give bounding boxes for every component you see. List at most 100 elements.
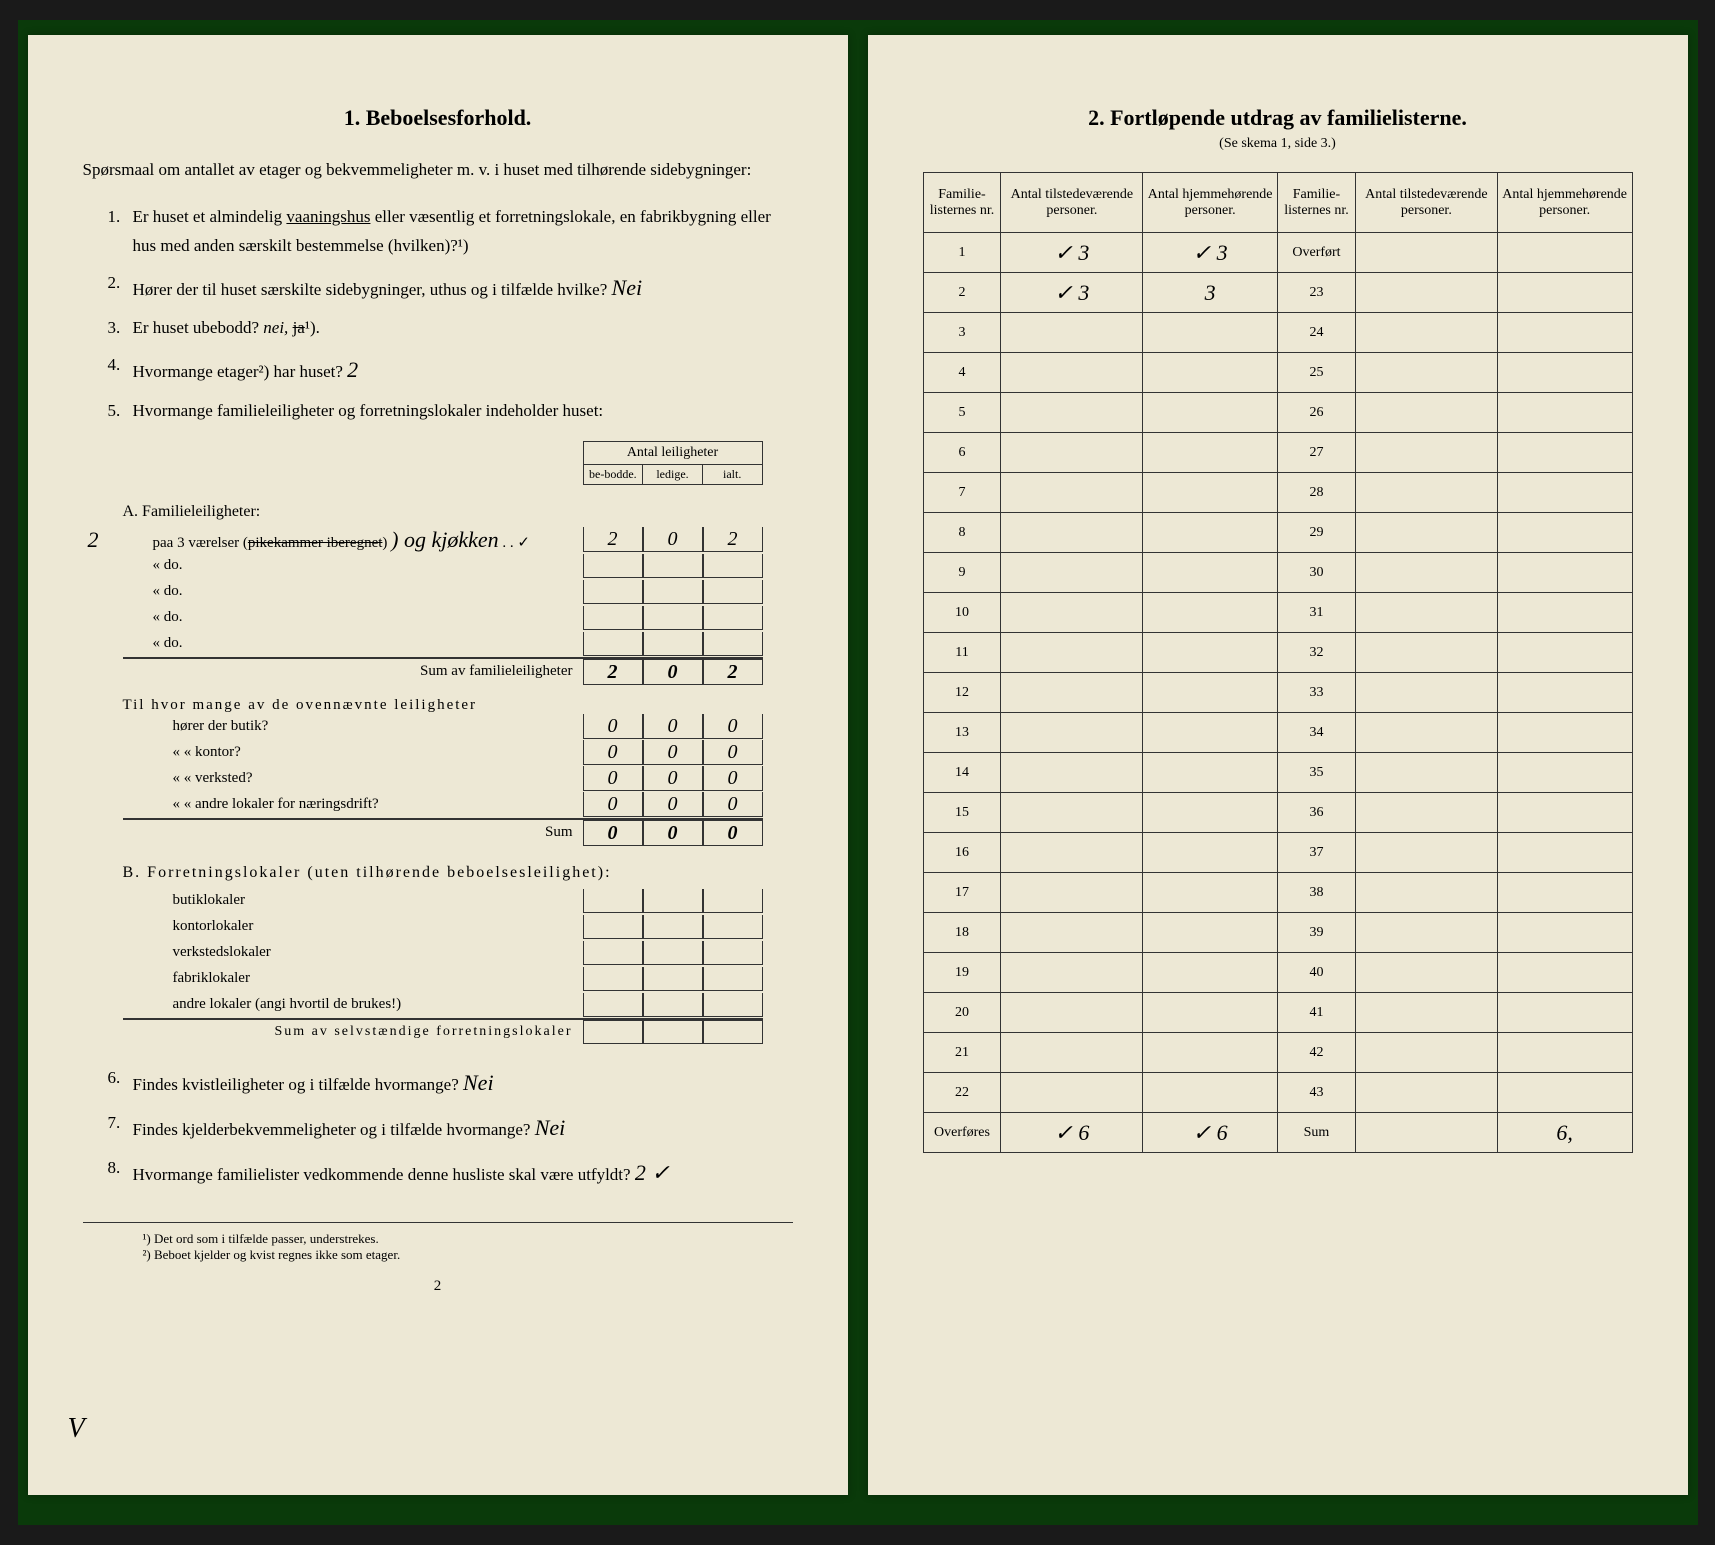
col-header: Antal tilstedeværende personer. [1355,173,1497,233]
cell [1355,433,1497,473]
q-text: Er huset et almindelig vaaningshus eller… [133,203,793,261]
table-row: « do. [123,579,763,605]
cell [1497,273,1632,313]
row-cells: 000 [583,792,763,817]
sum-row: Sum av familieleiligheter 2 0 2 [123,657,763,685]
cell: 28 [1277,473,1355,513]
cell [1001,1033,1143,1073]
row-cells [583,993,763,1017]
cell [1355,313,1497,353]
cell [1497,473,1632,513]
cell [583,580,643,604]
cell: 0 [583,714,643,739]
cell: 21 [923,1033,1001,1073]
mini-cols: be-bodde. ledige. ialt. [583,464,763,485]
subtitle: (Se skema 1, side 3.) [923,136,1633,152]
cell [703,580,763,604]
cell [1001,953,1143,993]
row-cells [583,554,763,578]
cell [1497,633,1632,673]
cell [1143,1073,1278,1113]
cell [1143,353,1278,393]
table-row: butiklokaler [123,888,763,914]
q-text: Hvormange familieleiligheter og forretni… [133,397,793,426]
cell: 0 [643,820,703,846]
cell [1497,1073,1632,1113]
cell: 41 [1277,993,1355,1033]
row-label: « « kontor? [123,744,583,761]
row-cells [583,941,763,965]
cell [583,941,643,965]
cell: 2 [923,273,1001,313]
cell [1355,753,1497,793]
header-row: Familie-listernes nr. Antal tilstedevære… [923,173,1632,233]
sum-label: Sum [123,824,583,841]
cell: 18 [923,913,1001,953]
cell [1001,513,1143,553]
cell [1497,953,1632,993]
sub-question: Til hvor mange av de ovennævnte leilighe… [123,697,763,714]
cell: 17 [923,873,1001,913]
cell [1497,913,1632,953]
cell: 0 [703,740,763,765]
cell [643,1020,703,1044]
row-label: fabriklokaler [123,970,583,987]
cell [1497,993,1632,1033]
table-row: 2✓ 3323 [923,273,1632,313]
cell [703,993,763,1017]
cell: 34 [1277,713,1355,753]
sum-row: Sum av selvstændige forretningslokaler [123,1018,763,1044]
table-row: 930 [923,553,1632,593]
cell [1143,793,1278,833]
cell [1355,673,1497,713]
row-label: « « andre lokaler for næringsdrift? [123,796,583,813]
cell: 2 [583,527,643,552]
page-number: 2 [83,1278,793,1295]
cell: 0 [703,820,763,846]
cell [1143,993,1278,1033]
cell [643,580,703,604]
cell [1001,793,1143,833]
cell [583,967,643,991]
cell: 4 [923,353,1001,393]
cell [1143,873,1278,913]
cell: 20 [923,993,1001,1033]
cell [643,889,703,913]
row-cells: 2 0 2 [583,527,763,552]
cell [583,915,643,939]
footnotes: ¹) Det ord som i tilfælde passer, unders… [83,1222,793,1263]
cell: 0 [643,766,703,791]
cell: 1 [923,233,1001,273]
cell [1143,313,1278,353]
answer: Nei [463,1070,494,1095]
table-row: 1637 [923,833,1632,873]
cell: 2 [703,659,763,685]
cell: 35 [1277,753,1355,793]
table-row: 526 [923,393,1632,433]
question-3: 3. Er huset ubebodd? nei, ja¹). [108,314,793,343]
cell: 0 [643,714,703,739]
cell [1001,673,1143,713]
table-row: 1536 [923,793,1632,833]
questions-continued: 6. Findes kvistleiligheter og i tilfælde… [83,1064,793,1192]
section-b-label: B. Forretningslokaler (uten tilhørende b… [123,864,763,882]
cell [1001,873,1143,913]
cell: 27 [1277,433,1355,473]
cell [703,1020,763,1044]
cell [1355,513,1497,553]
cell [1497,313,1632,353]
cell [1143,553,1278,593]
table-header-row: Antal leiligheter [123,441,763,464]
cell: ✓ 3 [1143,233,1278,273]
question-2: 2. Hører der til huset særskilte sidebyg… [108,269,793,306]
row-cells [583,606,763,630]
cell: 39 [1277,913,1355,953]
cell: 2 [703,527,763,552]
table-row: 324 [923,313,1632,353]
table-row: 1738 [923,873,1632,913]
q-num: 7. [108,1109,133,1146]
table-row: 1334 [923,713,1632,753]
cell: 42 [1277,1033,1355,1073]
row-label: « « verksted? [123,770,583,787]
cell: 7 [923,473,1001,513]
